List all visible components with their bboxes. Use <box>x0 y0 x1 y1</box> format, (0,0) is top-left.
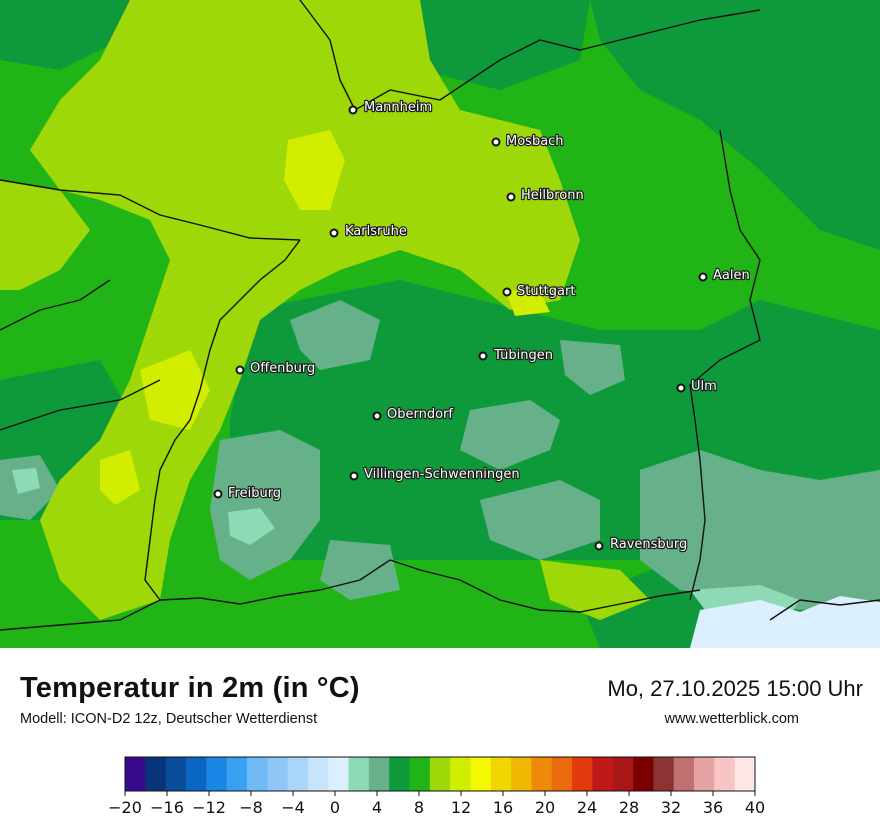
legend-tick-label: 8 <box>414 798 424 817</box>
legend-tick-label: −20 <box>108 798 142 817</box>
city-mannheim: Mannheim <box>348 99 433 116</box>
city-karlsruhe: Karlsruhe <box>329 223 408 240</box>
city-freiburg: Freiburg <box>213 485 282 502</box>
city-tuebingen: Tübingen <box>478 347 554 364</box>
legend-tick-label: −4 <box>281 798 305 817</box>
svg-text:Tübingen: Tübingen <box>493 348 553 363</box>
legend-swatch <box>714 757 736 791</box>
legend-swatch <box>226 757 248 791</box>
website-link[interactable]: www.wetterblick.com <box>664 711 799 727</box>
svg-text:Ulm: Ulm <box>691 379 717 394</box>
legend-swatch <box>389 757 410 791</box>
legend-swatch <box>429 757 451 791</box>
city-offenburg: Offenburg <box>235 360 316 377</box>
legend-swatch <box>633 757 654 791</box>
legend-swatch <box>246 757 268 791</box>
legend-canvas: −20 −16 −12 −8 −4 0 4 8 12 16 20 24 28 32 36 40 <box>108 756 765 817</box>
legend-ticks <box>124 791 756 796</box>
legend-tick-label: 32 <box>661 798 681 817</box>
legend-swatch <box>409 757 431 791</box>
map-title: Temperatur in 2m (in °C) <box>20 672 360 704</box>
legend-swatch <box>145 757 167 791</box>
legend-swatch <box>368 757 390 791</box>
borders <box>0 0 880 631</box>
legend-color-boxes <box>124 756 756 792</box>
legend-frame <box>124 756 756 792</box>
legend-tick-label: 28 <box>619 798 639 817</box>
legend-tick-label: 12 <box>451 798 471 817</box>
legend-tick-label: 40 <box>745 798 765 817</box>
svg-text:Mosbach: Mosbach <box>506 134 564 149</box>
legend-tick-label: 36 <box>703 798 723 817</box>
svg-text:Ravensburg: Ravensburg <box>610 537 687 552</box>
legend-swatch <box>328 757 349 791</box>
svg-text:Mannheim: Mannheim <box>364 100 432 115</box>
legend-tick-label: −16 <box>150 798 184 817</box>
city-heilbronn: Heilbronn <box>506 187 585 204</box>
legend-swatch <box>490 757 512 791</box>
yellow-green-areas <box>100 130 550 505</box>
city-villingen-schwenningen: Villingen-Schwenningen <box>349 466 521 483</box>
light-green-areas <box>0 0 650 620</box>
svg-text:Freiburg: Freiburg <box>228 486 281 501</box>
legend-swatch <box>511 757 532 791</box>
legend-swatch <box>165 757 187 791</box>
forecast-datetime: Mo, 27.10.2025 15:00 Uhr <box>607 676 863 701</box>
legend-swatch <box>673 757 695 791</box>
legend-tick-label: 4 <box>372 798 382 817</box>
pale-blue-areas <box>690 596 880 648</box>
legend-tick-label: 16 <box>493 798 513 817</box>
svg-text:Aalen: Aalen <box>713 268 750 283</box>
city-stuttgart: Stuttgart <box>502 283 577 300</box>
legend-tick-labels: −20 −16 −12 −8 −4 0 4 8 12 16 20 24 28 32 36 40 <box>108 798 765 817</box>
temperature-map: Mannheim Mosbach Heilbronn Karlsruhe Aal… <box>0 0 880 648</box>
info-panel <box>0 648 880 830</box>
model-subtitle: Modell: ICON-D2 12z, Deutscher Wetterdie… <box>20 711 318 727</box>
legend-tick-label: −8 <box>239 798 263 817</box>
svg-text:Karlsruhe: Karlsruhe <box>345 224 407 239</box>
legend-tick-label: 0 <box>330 798 340 817</box>
svg-text:Heilbronn: Heilbronn <box>521 188 584 203</box>
legend-swatch <box>450 757 471 791</box>
legend-swatch <box>694 757 715 791</box>
map-canvas: Mannheim Mosbach Heilbronn Karlsruhe Aal… <box>0 0 880 648</box>
city-markers: Mannheim Mosbach Heilbronn Karlsruhe Aal… <box>213 99 751 553</box>
city-mosbach: Mosbach <box>491 133 565 150</box>
legend-swatch <box>734 757 756 791</box>
svg-text:Stuttgart: Stuttgart <box>517 284 575 299</box>
city-aalen: Aalen <box>698 267 751 284</box>
svg-text:Offenburg: Offenburg <box>250 361 315 376</box>
color-legend: −20 −16 −12 −8 −4 0 4 8 12 16 20 24 28 32 36 40 <box>0 750 880 830</box>
city-oberndorf: Oberndorf <box>372 406 455 423</box>
legend-swatch <box>653 757 675 791</box>
legend-swatch <box>572 757 593 791</box>
legend-tick-label: 24 <box>577 798 597 817</box>
city-ravensburg: Ravensburg <box>594 536 688 553</box>
legend-swatch <box>267 757 288 791</box>
legend-swatch <box>287 757 309 791</box>
legend-swatch <box>470 757 492 791</box>
svg-text:Villingen-Schwenningen: Villingen-Schwenningen <box>364 467 520 482</box>
legend-swatch <box>206 757 228 791</box>
legend-swatch <box>612 757 634 791</box>
legend-swatch <box>125 757 146 791</box>
legend-swatch <box>551 757 573 791</box>
legend-swatch <box>185 757 207 791</box>
legend-swatch <box>348 757 370 791</box>
legend-tick-label: 20 <box>535 798 555 817</box>
svg-text:Oberndorf: Oberndorf <box>387 407 453 422</box>
legend-tick-label: −12 <box>192 798 226 817</box>
legend-swatch <box>592 757 614 791</box>
legend-swatch <box>531 757 553 791</box>
legend-swatch <box>307 757 329 791</box>
city-ulm: Ulm <box>676 378 718 395</box>
